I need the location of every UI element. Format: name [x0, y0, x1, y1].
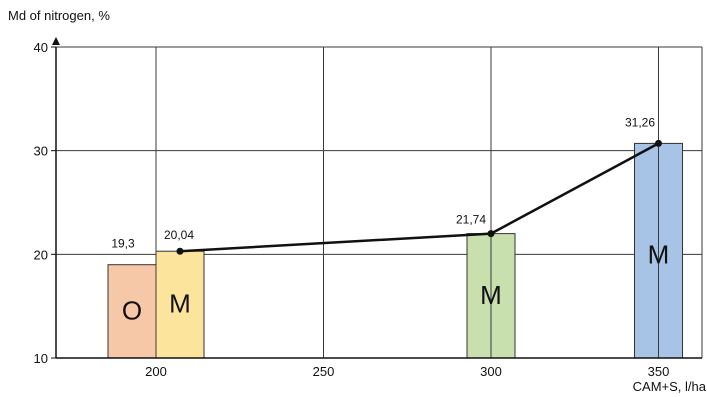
- bar-label: O: [122, 295, 142, 325]
- data-label: 20,04: [164, 228, 194, 242]
- series-point: [487, 230, 495, 238]
- x-tick-label: 200: [145, 364, 167, 379]
- x-axis-title: CAM+S, l/ha: [633, 379, 707, 394]
- x-tick-label: 350: [648, 364, 670, 379]
- data-label: 31,26: [625, 115, 655, 129]
- y-tick-label: 30: [34, 144, 48, 159]
- bar: [155, 250, 205, 359]
- bar-label: M: [480, 280, 502, 310]
- x-tick-label: 250: [313, 364, 335, 379]
- y-axis-title: Md of nitrogen, %: [8, 8, 110, 23]
- bar: [107, 264, 157, 359]
- bar-label: M: [648, 239, 670, 269]
- y-axis-arrow: [52, 37, 60, 45]
- y-tick-label: 10: [34, 351, 48, 366]
- y-tick-label: 40: [34, 40, 48, 55]
- data-label: 21,74: [456, 213, 486, 227]
- axes: 10 20 30 40 200 250 300 350: [34, 37, 702, 379]
- series-point: [655, 139, 662, 147]
- data-label: 19,3: [111, 237, 135, 251]
- series-point: [176, 247, 184, 255]
- x-tick-label: 300: [480, 364, 502, 379]
- series-line-path: [179, 142, 660, 253]
- y-tick-label: 20: [34, 247, 48, 262]
- bar-label: M: [169, 289, 191, 319]
- series-line: [176, 139, 662, 255]
- bars: [107, 47, 683, 359]
